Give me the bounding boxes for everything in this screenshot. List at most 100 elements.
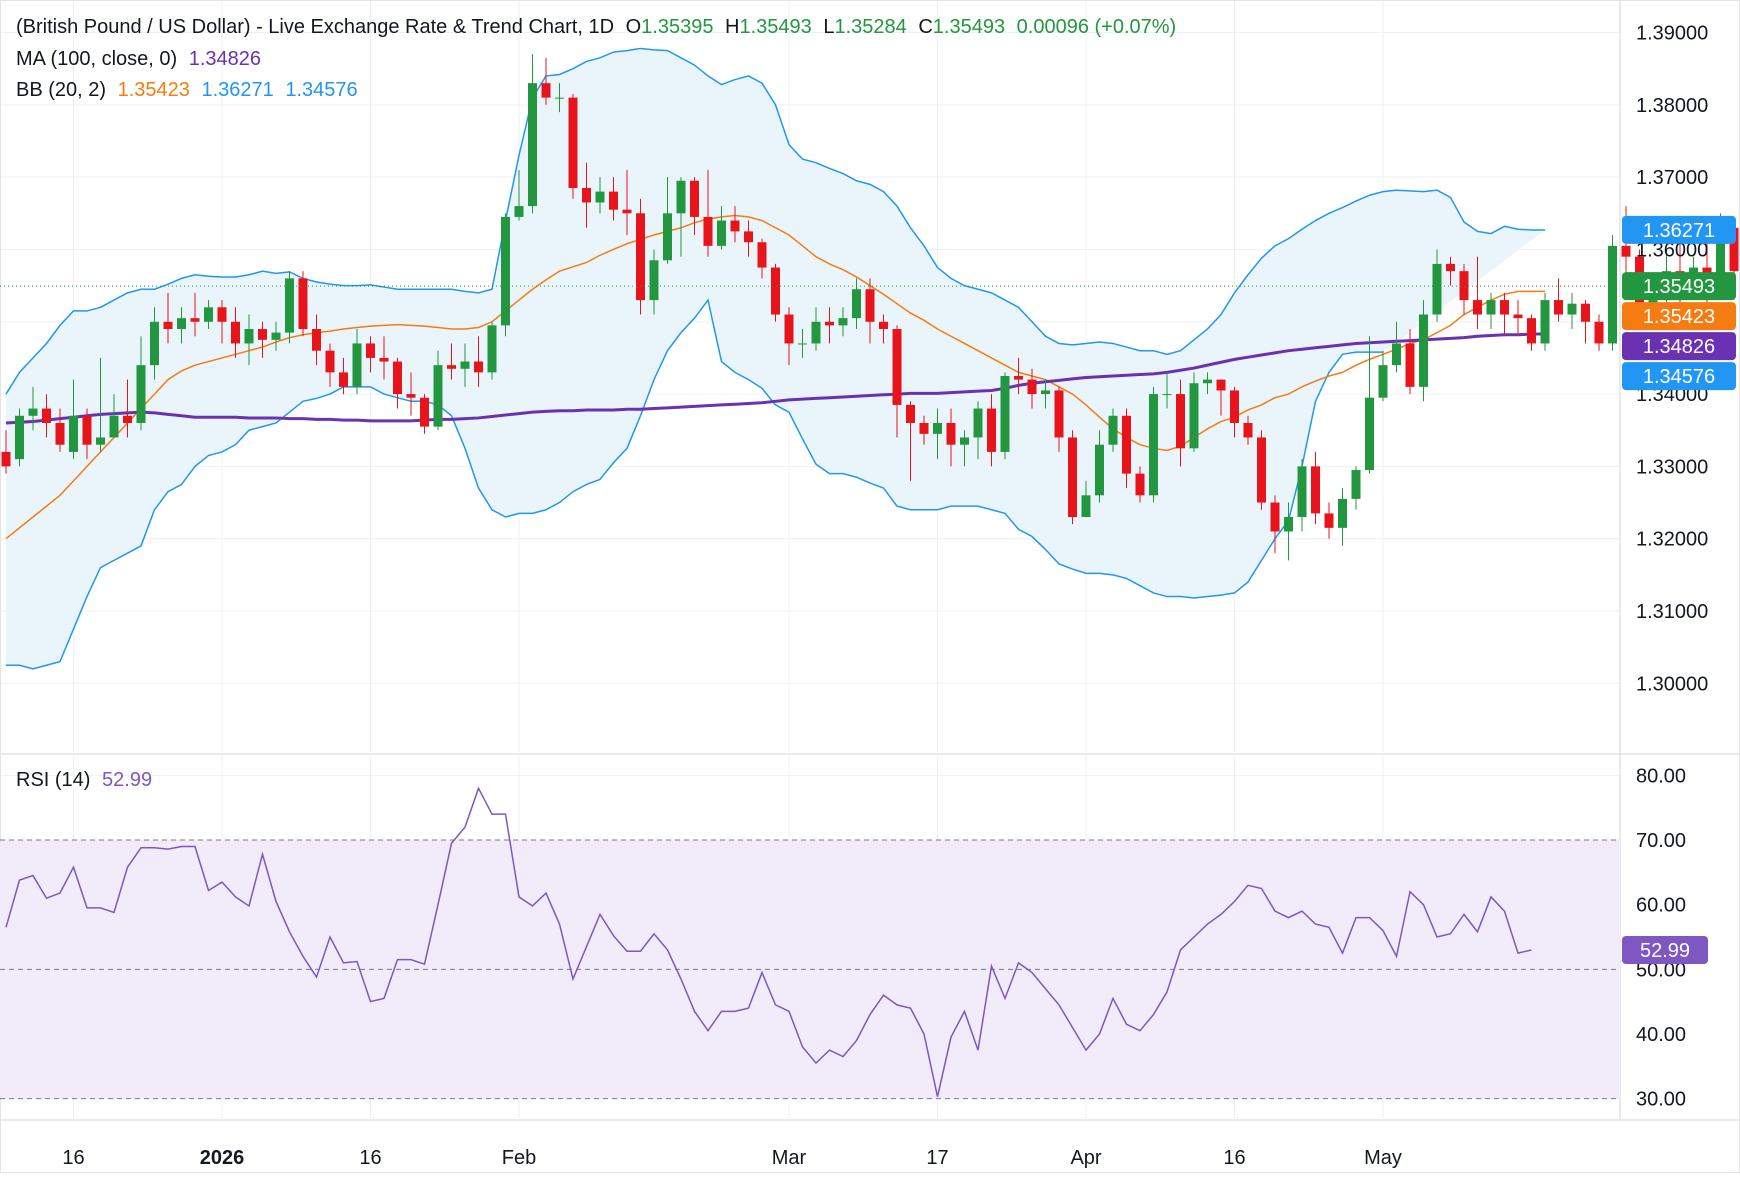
candle-body (487, 325, 497, 373)
ma-value: 1.34826 (188, 48, 262, 70)
candle-body (1230, 390, 1239, 423)
chart-header-legend: (British Pound / US Dollar) - Live Excha… (16, 16, 1182, 39)
candle-body (379, 357, 389, 362)
candle-body (82, 415, 92, 445)
candle-body (1486, 300, 1496, 315)
candle-body (690, 180, 699, 217)
candle-body (1459, 271, 1469, 301)
candle-body (1567, 303, 1577, 315)
candle-body (1149, 394, 1158, 496)
rsi-axis-tick-label: 70.00 (1636, 830, 1686, 852)
bb-legend[interactable]: BB (20, 2) 1.35423 1.36271 1.34576 (16, 79, 364, 102)
candle-body (892, 329, 902, 405)
rsi-value: 52.99 (102, 769, 153, 791)
candle-body (433, 365, 443, 427)
candle-body (1513, 314, 1523, 319)
candle-body (1081, 495, 1091, 517)
time-axis-label: 16 (359, 1147, 381, 1169)
price-axis-tick-label: 1.33000 (1636, 456, 1708, 478)
price-tag-label: 1.36271 (1643, 220, 1715, 242)
candle-body (1405, 343, 1415, 387)
candle-body (285, 278, 294, 333)
rsi-label: RSI (14) (16, 769, 91, 791)
price-tag-label: 1.34826 (1643, 336, 1715, 358)
candle-body (244, 329, 254, 344)
candle-body (217, 307, 227, 322)
candle-body (906, 404, 915, 423)
rsi-axis-tick-label: 60.00 (1636, 895, 1686, 917)
candle-body (1324, 513, 1334, 528)
candle-body (231, 321, 240, 344)
candle-body (366, 343, 375, 358)
candle-body (123, 415, 132, 423)
candle-body (1338, 498, 1347, 528)
candle-body (555, 97, 564, 99)
candle-body (1500, 300, 1509, 315)
candle-body (771, 267, 780, 315)
candle-body (1243, 423, 1253, 438)
candle-body (339, 372, 348, 387)
candle-body (879, 321, 888, 329)
candle-body (1095, 444, 1104, 496)
candle-body (1378, 365, 1388, 398)
candle-body (312, 329, 321, 351)
rsi-value-tag (1622, 935, 1708, 964)
rsi-axis-tick-label: 40.00 (1636, 1024, 1686, 1046)
candle-body (1581, 303, 1590, 322)
candle-body (474, 361, 483, 373)
rsi-value-tag-label: 52.99 (1640, 940, 1690, 962)
candle-body (609, 191, 618, 210)
price-tag (1622, 332, 1736, 361)
candle-body (1068, 437, 1077, 517)
time-axis-label: 16 (62, 1147, 84, 1169)
candle-body (1473, 300, 1482, 315)
candle-body (1554, 300, 1563, 315)
candle-body (946, 423, 956, 445)
close-value: 1.35493 (932, 16, 1006, 38)
candle-body (136, 365, 146, 423)
open-value: 1.35395 (641, 16, 714, 38)
candle-body (865, 289, 875, 322)
candle-body (838, 318, 848, 326)
candle-body (1108, 415, 1118, 445)
candle-body (447, 365, 456, 369)
price-tag-label: 1.35493 (1643, 276, 1715, 298)
candle-body (352, 343, 362, 387)
candle-body (258, 329, 267, 340)
price-axis-tick-label: 1.32000 (1636, 529, 1708, 551)
price-axis-tick-label: 1.36000 (1636, 239, 1708, 261)
time-axis-label: Apr (1070, 1147, 1101, 1169)
candle-body (1351, 470, 1361, 499)
candle-body (1014, 376, 1023, 380)
candle-body (501, 216, 510, 326)
candle-body (919, 423, 929, 434)
candle-body (676, 180, 686, 214)
low-label: L (823, 16, 835, 38)
candle-body (1054, 390, 1064, 438)
price-tag (1622, 272, 1736, 301)
bb-upper-value: 1.36271 (201, 79, 274, 101)
high-label: H (725, 16, 740, 38)
candle-body (825, 321, 834, 326)
candle-body (55, 423, 65, 445)
rsi-legend[interactable]: RSI (14) 52.99 (16, 769, 158, 792)
candle-body (1540, 300, 1550, 344)
candle-body (163, 321, 173, 329)
rsi-axis-tick-label: 80.00 (1636, 765, 1686, 787)
candle-body (1270, 502, 1280, 532)
candle-body (1135, 473, 1145, 496)
candle-body (177, 318, 186, 329)
candle-body (1311, 466, 1320, 514)
candle-body (1041, 390, 1050, 395)
candle-body (1432, 263, 1442, 315)
candle-body (204, 307, 213, 322)
candle-body (15, 415, 24, 460)
candle-body (1716, 227, 1725, 297)
time-axis-label: Feb (502, 1147, 536, 1169)
candle-body (811, 321, 821, 344)
candle-body (1621, 245, 1631, 257)
ma-legend[interactable]: MA (100, close, 0) 1.34826 (16, 48, 267, 71)
candle-body (730, 220, 740, 232)
